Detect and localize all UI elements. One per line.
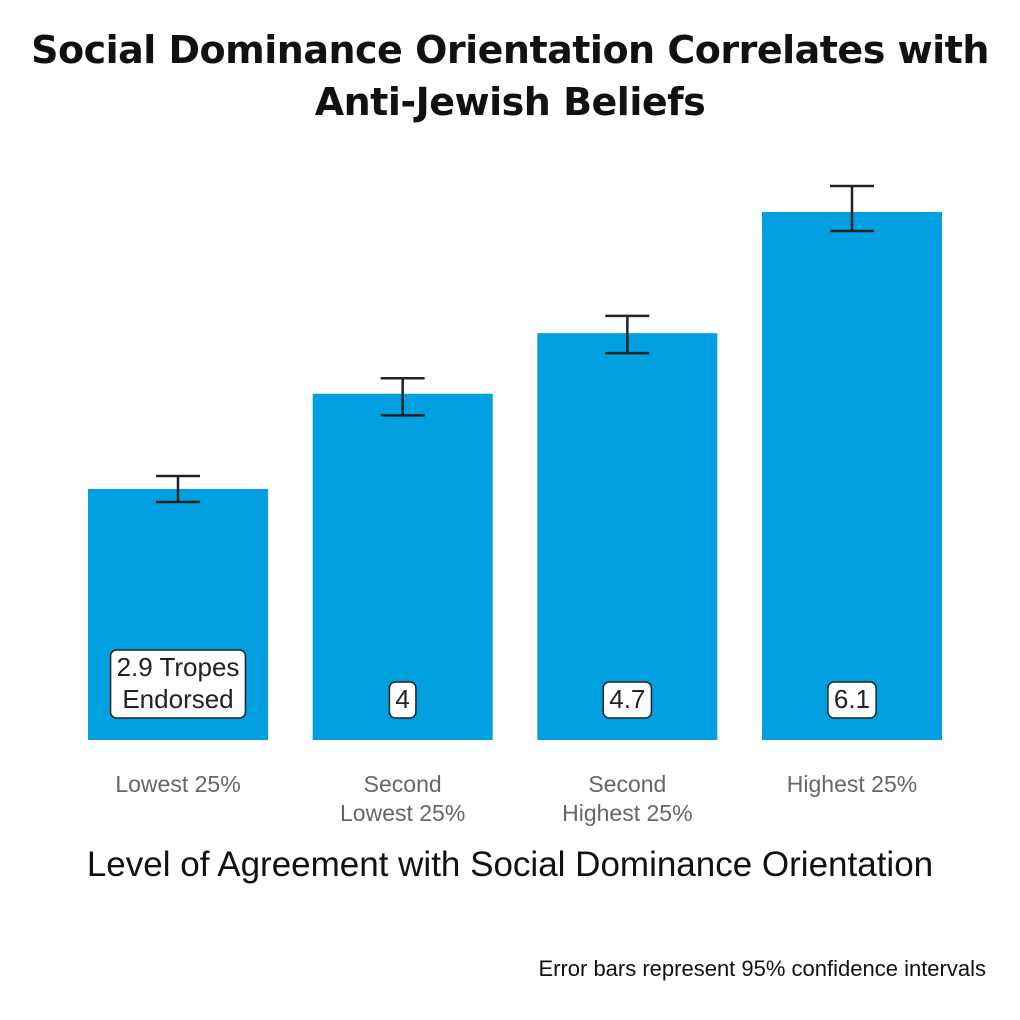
data-label: 6.1 <box>834 684 870 714</box>
data-label-box <box>109 649 247 719</box>
x-tick-label: Lowest 25% <box>340 800 465 826</box>
bar <box>537 333 718 740</box>
data-label-box <box>827 681 877 719</box>
data-label: Endorsed <box>122 684 233 714</box>
x-tick-label: Highest 25% <box>562 800 692 826</box>
data-label: 4 <box>395 684 409 714</box>
x-axis-label: Level of Agreement with Social Dominance… <box>86 845 934 884</box>
x-tick-label: Second <box>364 771 442 797</box>
data-label: 2.9 Tropes <box>117 652 240 682</box>
x-tick-label: Highest 25% <box>787 771 917 797</box>
x-tick-label: Second <box>588 771 666 797</box>
data-label-box <box>388 681 417 719</box>
data-label-box <box>602 681 653 719</box>
bar <box>762 212 943 740</box>
x-tick-label: Lowest 25% <box>115 771 240 797</box>
chart-title: Social Dominance Orientation Correlates … <box>31 28 989 124</box>
error-bar-note: Error bars represent 95% confidence inte… <box>538 956 986 981</box>
data-label: 4.7 <box>609 684 645 714</box>
